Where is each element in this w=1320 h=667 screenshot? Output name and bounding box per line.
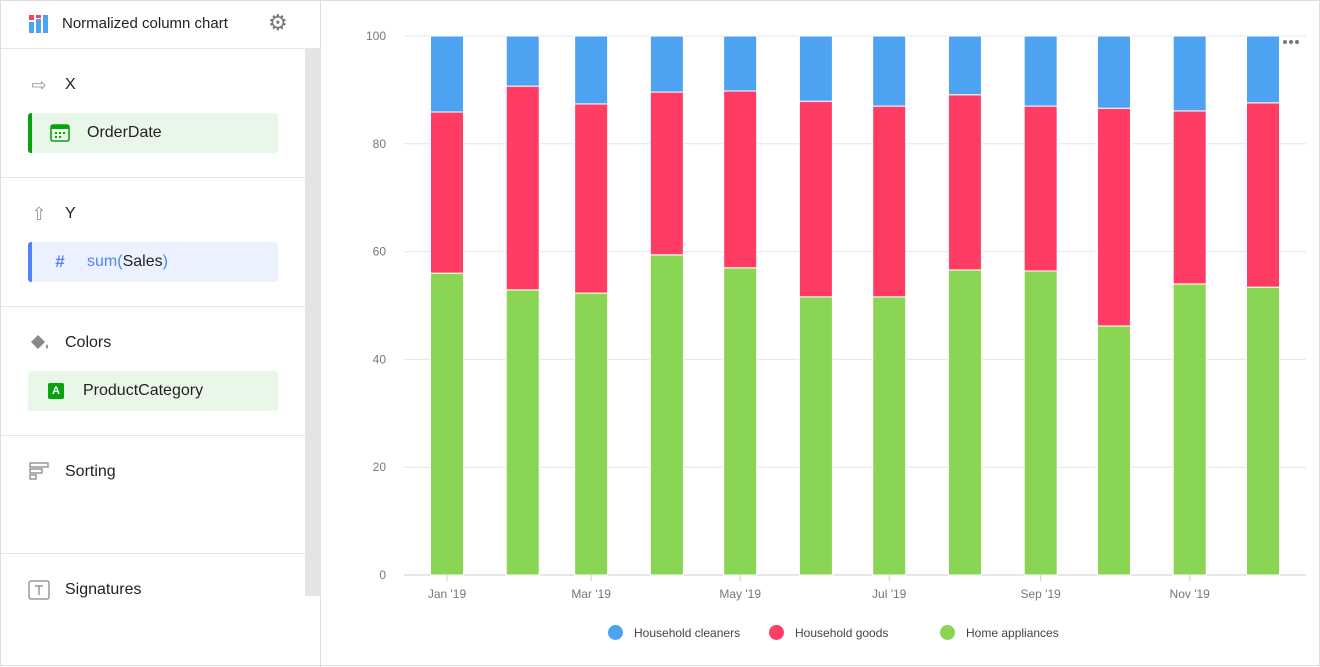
bar-segment bbox=[1023, 35, 1058, 107]
section-sorting-label: Sorting bbox=[65, 463, 116, 480]
legend-label: Household goods bbox=[795, 625, 889, 640]
calendar-icon bbox=[50, 124, 70, 142]
section-colors: Colors A ProductCategory bbox=[1, 307, 305, 436]
section-x: ⇨ X OrderDate bbox=[1, 49, 305, 178]
y-tick-label: 60 bbox=[373, 245, 387, 259]
bar-segment bbox=[947, 35, 982, 96]
x-tick-label: Sep '19 bbox=[1021, 587, 1062, 601]
scrollbar[interactable] bbox=[305, 49, 321, 596]
field-chip-productcategory[interactable]: A ProductCategory bbox=[28, 371, 278, 411]
bar-segment bbox=[798, 100, 833, 298]
bar-segment bbox=[947, 269, 982, 576]
bar-segment bbox=[723, 90, 758, 269]
y-tick-label: 40 bbox=[373, 352, 387, 366]
more-options-icon bbox=[1289, 40, 1293, 44]
sort-icon bbox=[27, 462, 51, 485]
bar-segment bbox=[574, 35, 609, 105]
y-tick-label: 0 bbox=[379, 568, 386, 582]
bar-segment bbox=[872, 35, 907, 107]
bar-segment bbox=[649, 91, 684, 256]
y-tick-label: 20 bbox=[373, 460, 387, 474]
bar-segment bbox=[505, 35, 540, 87]
gear-icon[interactable]: ⚙ bbox=[268, 10, 288, 35]
bar-segment bbox=[723, 267, 758, 576]
bar-segment bbox=[1246, 102, 1280, 288]
bar-segment bbox=[798, 35, 833, 102]
bar-segment bbox=[947, 94, 982, 271]
section-x-label: X bbox=[65, 76, 76, 93]
column-chart: 0 20 40 60 80 100 Jan '19 Mar '19 May '19 Jul '19… bbox=[366, 29, 1306, 601]
legend-marker bbox=[608, 625, 623, 640]
legend-marker bbox=[940, 625, 955, 640]
section-signatures-label: Signatures bbox=[65, 581, 142, 598]
x-tick-label: Mar '19 bbox=[571, 587, 611, 601]
section-y-label: Y bbox=[65, 205, 76, 222]
string-type-icon: A bbox=[46, 382, 66, 400]
chart-area: 0 20 40 60 80 100 Jan '19 Mar '19 May '19 Jul '19… bbox=[322, 1, 1320, 667]
bar-segment bbox=[574, 103, 609, 294]
legend-item[interactable]: Home appliances bbox=[940, 625, 1059, 640]
chart-type-icon[interactable] bbox=[29, 15, 49, 33]
bar-segment bbox=[430, 35, 464, 113]
bar-segment bbox=[430, 272, 464, 576]
legend-item[interactable]: Household cleaners bbox=[608, 625, 740, 640]
bar-segment bbox=[430, 111, 464, 274]
legend-label: Home appliances bbox=[966, 625, 1059, 640]
bar-segment bbox=[1172, 35, 1207, 112]
field-name: ProductCategory bbox=[83, 382, 204, 399]
text-icon bbox=[27, 580, 51, 605]
y-tick-label: 100 bbox=[366, 29, 386, 43]
more-options-icon bbox=[1283, 40, 1287, 44]
field-function: sum( bbox=[87, 253, 123, 270]
string-badge: A bbox=[48, 383, 64, 399]
legend-marker bbox=[769, 625, 784, 640]
panel-header: Normalized column chart ⚙ bbox=[1, 1, 321, 49]
x-tick-label: Jul '19 bbox=[872, 587, 907, 601]
x-tick-label: Jan '19 bbox=[428, 587, 467, 601]
legend-label: Household cleaners bbox=[634, 625, 741, 640]
x-tick-label: May '19 bbox=[719, 587, 761, 601]
section-y: ⇧ Y # sum(Sales) bbox=[1, 178, 305, 307]
bar-segment bbox=[505, 85, 540, 291]
bar-segment bbox=[1096, 107, 1131, 327]
bar-segment bbox=[723, 35, 758, 92]
bar-segment bbox=[1023, 270, 1058, 576]
wizard-panel: Normalized column chart ⚙ ⇨ X OrderDate … bbox=[1, 1, 321, 667]
hash-icon: # bbox=[55, 252, 65, 271]
legend-item[interactable]: Household goods bbox=[769, 625, 888, 640]
field-chip-orderdate[interactable]: OrderDate bbox=[28, 113, 278, 153]
field-function-close: ) bbox=[162, 253, 168, 270]
arrow-up-icon: ⇧ bbox=[31, 204, 47, 224]
bar-segment bbox=[1172, 283, 1207, 576]
bar-segment bbox=[1096, 325, 1131, 576]
bar-segment bbox=[649, 35, 684, 93]
y-tick-label: 80 bbox=[373, 137, 387, 151]
field-name: OrderDate bbox=[87, 124, 162, 141]
bar-segment bbox=[872, 105, 907, 298]
bar-segment bbox=[649, 254, 684, 576]
bar-segment bbox=[798, 296, 833, 576]
bar-segment bbox=[1246, 286, 1280, 576]
chart-type-title[interactable]: Normalized column chart bbox=[62, 15, 228, 32]
field-name: Sales bbox=[122, 253, 163, 270]
section-signatures: Signatures bbox=[1, 554, 305, 634]
bar-segment bbox=[1172, 110, 1207, 285]
bar-segment bbox=[1096, 35, 1131, 109]
x-tick-label: Nov '19 bbox=[1170, 587, 1211, 601]
paint-bucket-icon bbox=[27, 333, 51, 358]
section-colors-label: Colors bbox=[65, 334, 112, 351]
bar-segment bbox=[1246, 35, 1280, 104]
section-sorting: Sorting bbox=[1, 436, 305, 554]
bar-segment bbox=[872, 296, 907, 576]
bar-segment bbox=[1023, 105, 1058, 272]
bar-segment bbox=[574, 292, 609, 576]
arrow-right-icon: ⇨ bbox=[31, 75, 47, 95]
bar-segment bbox=[505, 289, 540, 576]
field-chip-sales[interactable]: # sum(Sales) bbox=[28, 242, 278, 282]
more-options-icon bbox=[1295, 40, 1299, 44]
